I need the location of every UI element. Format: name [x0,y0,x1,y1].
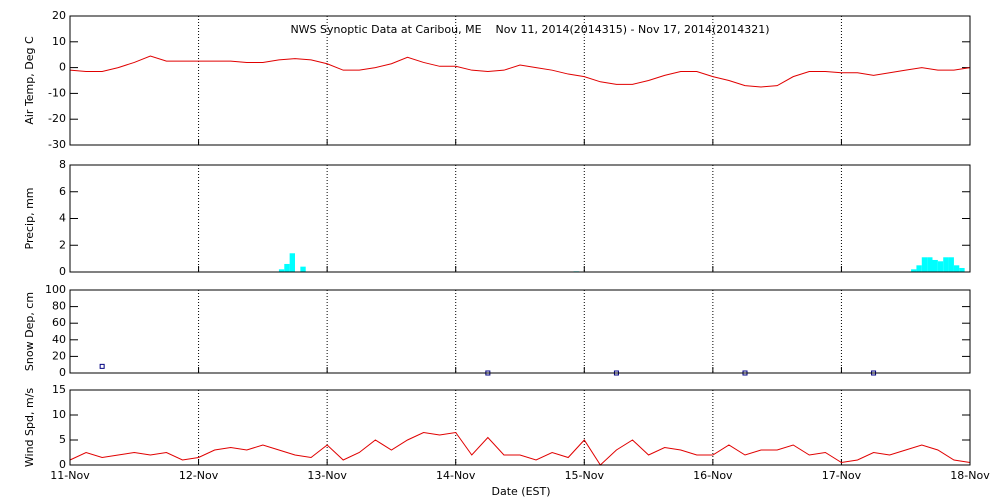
x-tick-label: 11-Nov [50,469,90,482]
y-axis-label: Precip, mm [23,188,36,250]
bar [278,269,285,272]
y-tick-label: 15 [52,383,66,396]
y-tick-label: -20 [48,112,66,125]
bar [927,257,933,272]
y-tick-label: 20 [52,349,66,362]
y-tick-label: 60 [52,316,66,329]
panel-frame [69,289,971,374]
y-tick-label: 5 [59,433,66,446]
bar [911,269,917,272]
y-tick-label: 0 [59,458,66,471]
y-tick-label: 0 [59,61,66,74]
bar [932,259,938,272]
y-tick-label: 40 [52,333,66,346]
y-tick-label: 6 [59,185,66,198]
y-tick-label: 0 [59,265,66,278]
y-tick-label: 100 [45,283,66,296]
bar [943,257,949,272]
y-axis-label: Snow Dep, cm [23,292,36,371]
x-tick-label: 14-Nov [436,469,476,482]
bar [937,261,944,272]
x-tick-label: 16-Nov [693,469,733,482]
chart-title: NWS Synoptic Data at Caribou, ME Nov 11,… [290,23,769,36]
y-tick-label: 8 [59,158,66,171]
data-line [69,431,971,466]
x-tick-label: 18-Nov [950,469,990,482]
bar [284,263,290,272]
data-line [69,55,971,88]
panel-frame [69,164,971,273]
x-tick-label: 15-Nov [565,469,605,482]
y-tick-label: -30 [48,138,66,151]
x-tick-label: 13-Nov [307,469,347,482]
panel-frame [69,15,971,146]
bar [921,257,928,272]
x-tick-label: 17-Nov [822,469,862,482]
y-tick-label: 10 [52,408,66,421]
x-tick-label: 12-Nov [179,469,219,482]
y-tick-label: 20 [52,9,66,22]
y-tick-label: 0 [59,366,66,379]
bar [289,253,295,272]
panel-frame [69,389,971,466]
y-axis-label: Air Temp, Deg C [23,36,36,125]
y-tick-label: 10 [52,35,66,48]
y-tick-label: 80 [52,300,66,313]
bar [300,266,306,272]
y-axis-label: Wind Spd, m/s [23,388,36,468]
bar [948,257,954,272]
y-tick-label: 4 [59,212,66,225]
y-tick-label: -10 [48,86,66,99]
bar [959,267,965,272]
y-tick-label: 2 [59,238,66,251]
bar [916,265,922,272]
x-axis-label: Date (EST) [491,485,550,498]
bar [953,265,960,272]
point [99,363,105,369]
